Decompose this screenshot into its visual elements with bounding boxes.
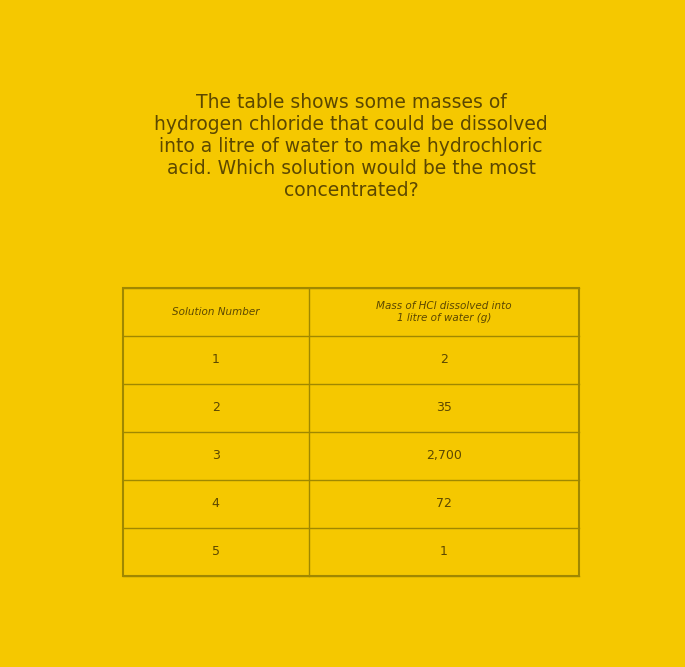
Text: 2: 2	[440, 354, 448, 366]
Text: 35: 35	[436, 402, 452, 414]
Text: 2,700: 2,700	[426, 450, 462, 462]
Text: 4: 4	[212, 498, 220, 510]
Text: 1: 1	[212, 354, 220, 366]
Text: 3: 3	[212, 450, 220, 462]
Text: 5: 5	[212, 545, 220, 558]
FancyBboxPatch shape	[80, 75, 622, 599]
Text: The table shows some masses of
hydrogen chloride that could be dissolved
into a : The table shows some masses of hydrogen …	[154, 93, 548, 200]
Text: 2: 2	[212, 402, 220, 414]
Bar	[123, 288, 580, 576]
Text: 1: 1	[440, 545, 448, 558]
Text: Mass of HCl dissolved into
1 litre of water (g): Mass of HCl dissolved into 1 litre of wa…	[376, 301, 512, 323]
Text: Solution Number: Solution Number	[172, 307, 260, 317]
Text: 72: 72	[436, 498, 452, 510]
